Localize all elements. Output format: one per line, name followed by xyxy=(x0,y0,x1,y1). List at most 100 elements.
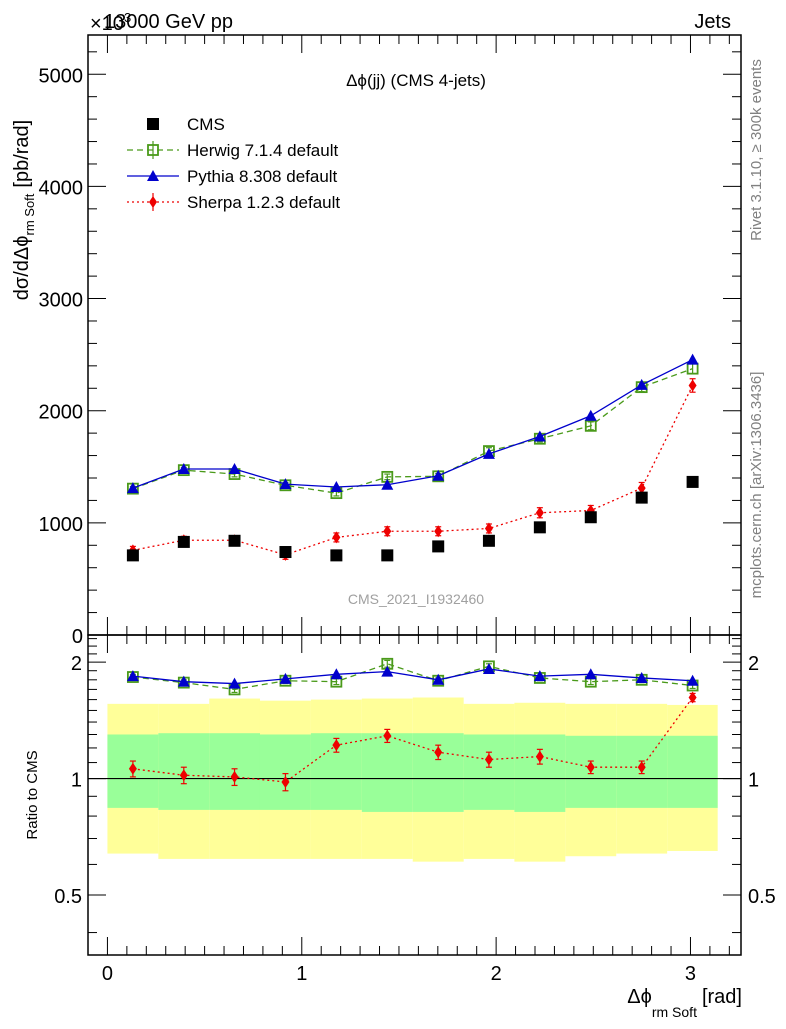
rivet-label: Rivet 3.1.10, ≥ 300k events xyxy=(748,59,765,241)
main-point-cms xyxy=(635,491,648,504)
main-y-tick-label: 4000 xyxy=(39,177,84,199)
legend-marker-herwig-7-1-4-default xyxy=(147,144,159,156)
ratio-band-green xyxy=(361,733,413,812)
header-process: 13000 GeV pp xyxy=(104,11,233,33)
svg-text:Δϕrm Soft[rad]: Δϕrm Soft [rad] xyxy=(627,986,742,1020)
legend-label-cms: CMS xyxy=(187,115,225,134)
legend-label-sherpa-1-2-3-default: Sherpa 1.2.3 default xyxy=(187,193,340,212)
legend-label-pythia-8-308-default: Pythia 8.308 default xyxy=(187,167,338,186)
main-point-cms xyxy=(381,549,394,562)
ratio-point-sherpa-1-2-3-default xyxy=(535,750,544,763)
x-axis-title: Δϕrm Soft [rad] xyxy=(627,986,742,1020)
ratio-point-pythia-8-308-default xyxy=(584,668,597,680)
main-point-pythia-8-308-default xyxy=(584,409,597,421)
x-axis-label: Δϕ xyxy=(627,986,652,1008)
ratio-frame-box xyxy=(87,634,742,956)
main-point-cms xyxy=(177,535,190,548)
svg-text:dσ/dΔϕrm Soft[pb/rad]: dσ/dΔϕrm Soft [pb/rad] xyxy=(11,120,37,300)
ratio-y-tick-label: 0.5 xyxy=(54,886,82,908)
main-point-cms xyxy=(432,540,445,553)
ratio-point-sherpa-1-2-3-default xyxy=(383,729,392,742)
main-point-sherpa-1-2-3-default xyxy=(586,504,595,517)
main-point-pythia-8-308-default xyxy=(635,378,648,390)
ratio-point-pythia-8-308-default xyxy=(330,668,343,680)
ratio-y-tick-label-right: 0.5 xyxy=(748,886,776,908)
legend-marker-pythia-8-308-default xyxy=(147,170,159,181)
y-axis-unit: [pb/rad] xyxy=(11,120,33,188)
x-axis-sublabel: rm Soft xyxy=(652,1004,697,1020)
ratio-panel-frame: 0.5 0.5 1 1 2 2 0 1 2 3 xyxy=(54,634,776,985)
main-point-cms xyxy=(228,534,241,547)
main-panel-marks xyxy=(126,353,699,562)
main-y-tick-label: 0 xyxy=(72,626,83,648)
x-axis-unit: [rad] xyxy=(702,986,742,1008)
chart-title: Δϕ(jj) (CMS 4-jets) xyxy=(346,71,486,90)
ratio-y-tick-label: 2 xyxy=(71,653,82,675)
main-point-pythia-8-308-default xyxy=(126,482,139,494)
main-point-herwig-7-1-4-default xyxy=(584,419,597,432)
main-point-pythia-8-308-default xyxy=(330,480,343,492)
main-point-pythia-8-308-default xyxy=(482,447,495,459)
ratio-point-sherpa-1-2-3-default xyxy=(332,739,341,752)
legend-marker-sherpa-1-2-3-default xyxy=(149,196,157,208)
main-point-sherpa-1-2-3-default xyxy=(434,525,443,538)
ratio-series-line-herwig-7-1-4-default xyxy=(132,663,693,691)
ratio-panel-marks xyxy=(88,657,741,792)
ratio-y-axis-label: Ratio to CMS xyxy=(24,750,41,839)
ratio-point-pythia-8-308-default xyxy=(126,670,139,682)
ratio-point-sherpa-1-2-3-default xyxy=(688,691,697,704)
main-point-sherpa-1-2-3-default xyxy=(637,482,646,495)
main-point-cms xyxy=(279,546,292,559)
main-y-tick-label: 2000 xyxy=(39,402,84,424)
ratio-band-green xyxy=(514,734,566,812)
main-point-pythia-8-308-default xyxy=(533,430,546,442)
main-y-tick-label: 1000 xyxy=(39,514,84,536)
main-point-pythia-8-308-default xyxy=(279,478,292,490)
ratio-band-green xyxy=(667,735,718,808)
ratio-point-sherpa-1-2-3-default xyxy=(128,762,137,775)
ratio-point-pythia-8-308-default xyxy=(177,675,190,687)
ratio-point-sherpa-1-2-3-default xyxy=(434,746,443,759)
x-tick-label: 0 xyxy=(102,963,113,985)
ratio-series-line-pythia-8-308-default xyxy=(132,668,693,685)
main-point-pythia-8-308-default xyxy=(381,478,394,490)
ratio-point-sherpa-1-2-3-default xyxy=(281,775,290,788)
main-point-cms xyxy=(482,534,495,547)
main-series-line-herwig-7-1-4-default xyxy=(132,368,693,494)
main-y-tick-label: 3000 xyxy=(39,290,84,312)
y-axis-sublabel: rm Soft xyxy=(22,193,37,235)
main-point-sherpa-1-2-3-default xyxy=(484,522,493,535)
main-y-tick-label: 5000 xyxy=(39,65,84,87)
x-tick-label: 3 xyxy=(685,963,696,985)
x-tick-label: 2 xyxy=(491,963,502,985)
main-point-cms xyxy=(126,549,139,562)
legend-label-herwig-7-1-4-default: Herwig 7.1.4 default xyxy=(187,141,338,160)
ratio-point-pythia-8-308-default xyxy=(432,673,445,685)
ratio-point-sherpa-1-2-3-default xyxy=(637,761,646,774)
ratio-y-tick-label: 1 xyxy=(71,770,82,792)
main-series-line-sherpa-1-2-3-default xyxy=(132,385,694,556)
legend-marker-cms xyxy=(147,118,159,130)
ratio-point-pythia-8-308-default xyxy=(279,672,292,684)
main-point-pythia-8-308-default xyxy=(686,353,699,365)
main-point-sherpa-1-2-3-default xyxy=(332,531,341,544)
ratio-y-tick-label-right: 2 xyxy=(748,653,759,675)
ratio-point-sherpa-1-2-3-default xyxy=(230,770,239,783)
main-point-pythia-8-308-default xyxy=(177,463,190,475)
main-point-cms xyxy=(533,521,546,534)
ratio-band-green xyxy=(463,734,515,810)
ratio-point-pythia-8-308-default xyxy=(482,662,495,674)
y-axis-title: dσ/dΔϕrm Soft [pb/rad] xyxy=(11,120,37,300)
ratio-point-pythia-8-308-default xyxy=(228,677,241,689)
y-axis-label: dσ/dΔϕ xyxy=(11,236,33,301)
ratio-point-pythia-8-308-default xyxy=(533,670,546,682)
ratio-point-sherpa-1-2-3-default xyxy=(179,769,188,782)
ratio-point-pythia-8-308-default xyxy=(686,674,699,686)
main-point-cms xyxy=(584,511,597,524)
ratio-point-sherpa-1-2-3-default xyxy=(484,753,493,766)
main-point-sherpa-1-2-3-default xyxy=(383,525,392,538)
main-point-pythia-8-308-default xyxy=(432,469,445,481)
ratio-y-tick-label-right: 1 xyxy=(748,770,759,792)
main-point-sherpa-1-2-3-default xyxy=(535,506,544,519)
